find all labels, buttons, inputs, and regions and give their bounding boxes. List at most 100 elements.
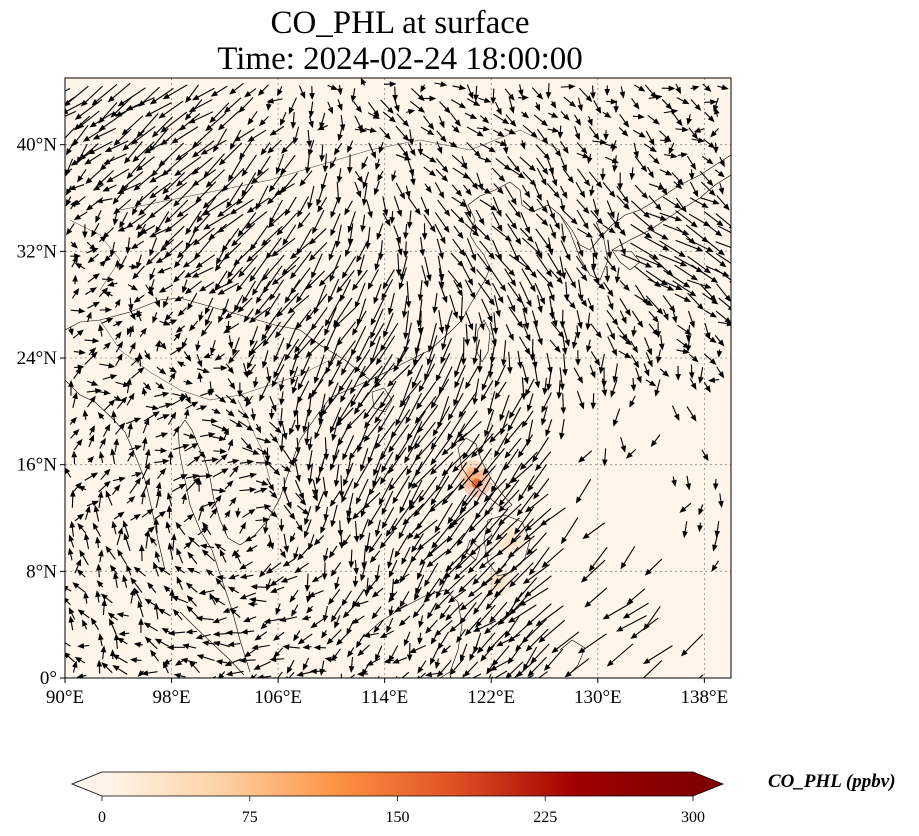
wind-arrow-head [541,561,549,568]
wind-arrow-head [56,173,61,177]
wind-arrow-head [711,298,719,305]
wind-arrow-shaft [487,517,506,545]
wind-arrow-head [95,536,101,544]
wind-arrow-head [524,190,531,199]
wind-arrow-head [207,677,209,678]
wind-arrow-head [571,341,578,350]
wind-arrow-head [223,427,229,436]
wind-arrow-head [668,85,676,92]
wind-arrow-shaft [632,617,659,638]
wind-arrow-head [92,522,99,530]
wind-arrow-shaft [65,168,73,173]
wind-arrow-head [430,468,437,475]
wind-arrow-head [655,203,662,211]
wind-arrow-head [577,647,586,654]
wind-arrow-shaft [511,518,534,543]
wind-arrow-shaft [128,157,146,178]
wind-arrow-head [714,530,721,538]
wind-arrow-head [320,526,326,534]
wind-arrow-head [90,617,97,625]
wind-arrow-head [709,311,718,318]
wind-arrow-shaft [218,196,244,216]
wind-arrow-head [363,435,371,443]
wind-arrow-head [138,617,144,625]
wind-arrow-head [567,176,574,184]
wind-arrow-head [383,658,391,664]
wind-arrow-head [458,483,465,491]
wind-arrow-head [545,269,552,278]
wind-arrow-shaft [355,348,371,372]
wind-arrow-head [335,240,341,248]
wind-arrow-head [585,95,593,103]
wind-arrow-head [151,130,159,138]
wind-arrow-head [585,345,592,353]
wind-arrow-head [252,381,259,389]
wind-arrow-head [195,262,203,269]
wind-arrow-head [568,83,576,90]
wind-arrow-head [163,585,171,593]
wind-arrow-head [82,409,89,417]
wind-arrow-head [450,519,458,527]
wind-arrow-head [273,650,281,658]
wind-arrow-head [228,573,236,580]
wind-arrow-head [570,217,578,225]
wind-arrow-head [85,505,91,513]
wind-arrow-head [273,355,279,363]
wind-arrow-head [484,187,492,194]
wind-arrow-head [86,311,92,319]
wind-arrow-head [167,542,174,550]
wind-arrow-head [487,315,493,323]
wind-arrow-head [231,239,238,247]
wind-arrow-shaft [435,590,454,609]
wind-arrow-shaft [337,321,357,345]
wind-arrow-head [346,167,353,174]
wind-arrow-head [532,455,539,463]
wind-arrow-head [214,264,222,272]
wind-arrow-head [74,656,82,663]
wind-arrow-head [154,638,163,645]
wind-arrow-head [595,106,602,114]
wind-arrow-head [402,119,410,127]
wind-arrow-head [205,319,211,327]
wind-arrow-head [201,549,209,557]
wind-arrow-head [507,424,514,432]
wind-arrow-head [535,463,542,472]
wind-arrow-head [297,638,305,645]
wind-arrow-head [417,572,423,580]
wind-arrow-shaft [311,306,328,329]
wind-arrow-head [488,146,497,153]
wind-arrow-head [477,366,483,374]
wind-arrow-head [67,547,74,555]
wind-arrow-head [505,482,512,491]
wind-arrow-head [52,118,57,122]
wind-arrow-shaft [505,421,524,444]
wind-arrow-head [157,608,166,615]
wind-arrow-head [387,561,393,569]
wind-arrow-head [527,484,534,492]
wind-arrow-shaft [377,676,380,678]
wind-arrow-head [72,274,78,282]
wind-arrow-head [284,296,291,304]
wind-arrow-head [681,126,689,133]
wind-arrow-head [709,336,717,343]
wind-arrow-head [717,170,725,178]
wind-arrow-head [104,342,111,349]
wind-arrow-head [286,342,292,351]
wind-arrow-head [401,311,408,319]
wind-arrow-head [274,189,282,196]
wind-arrow-head [727,305,731,311]
wind-arrow-shaft [490,601,508,622]
wind-arrow-head [188,106,197,113]
wind-arrow-head [160,126,168,133]
wind-arrow-head [372,113,380,119]
wind-arrow-head [131,263,139,270]
wind-arrow-head [210,90,219,97]
wind-arrow-head [632,345,639,354]
wind-arrow-head [155,257,163,264]
wind-arrow-head [367,456,374,465]
wind-arrow-head [319,668,326,676]
wind-arrow-head [648,138,655,146]
wind-arrow-head [612,376,619,384]
wind-arrow-head [424,671,433,678]
wind-arrow-head [235,421,243,428]
